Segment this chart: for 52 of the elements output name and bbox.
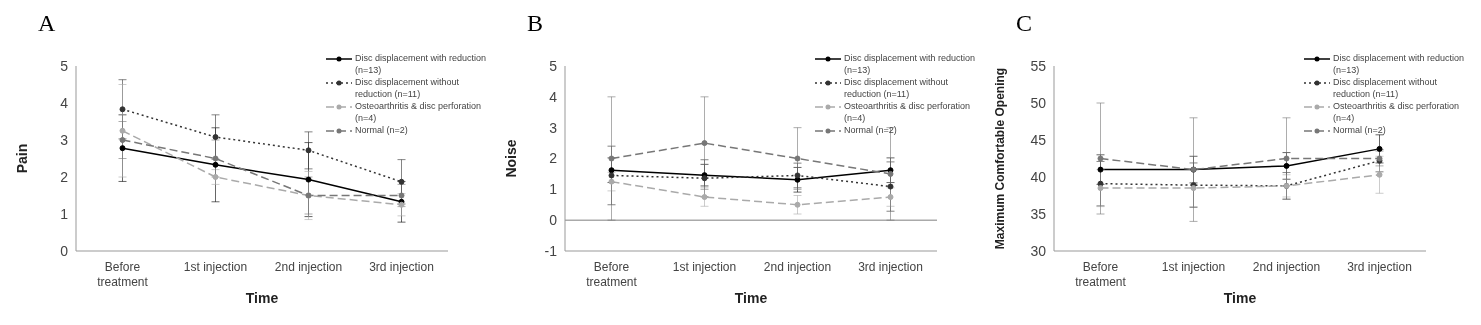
chart-title: A [38,10,56,37]
legend-label: Normal (n=2) [1333,124,1386,136]
y-tick-label: 0 [60,242,69,259]
y-tick-label: -1 [544,242,558,259]
y-tick-label: 0 [549,212,558,229]
y-tick-label: 30 [1030,242,1047,259]
legend-label: Normal (n=2) [355,124,408,136]
y-axis-title: Maximum Comfortable Opening [993,67,1008,250]
x-tick-label: 2nd injection [763,260,832,274]
x-tick-label: 2nd injection [274,260,343,274]
y-tick-label: 1 [60,205,69,222]
legend-label: Disc displacement with reduction (n=13) [1333,52,1466,76]
legend-label: Disc displacement without reduction (n=11) [844,76,950,100]
y-tick-label: 4 [60,94,69,111]
legend-label: Normal (n=2) [844,124,897,136]
chart-title: B [527,10,544,37]
y-axis-title: Pain [13,143,30,174]
x-tick-label: 1st injection [1161,260,1226,274]
y-axis-title: Noise [502,139,519,178]
x-tick-label: 3rd injection [369,260,434,274]
y-tick-label: 5 [549,57,558,74]
x-tick-label: 2nd injection [1252,260,1321,274]
y-tick-label: 55 [1030,57,1047,74]
y-tick-label: 2 [60,168,69,185]
x-tick-label: Before treatment [97,260,149,289]
x-tick-label: 1st injection [183,260,248,274]
y-tick-label: 4 [549,88,558,105]
x-tick-label: 1st injection [672,260,737,274]
y-tick-label: 3 [549,119,558,136]
legend-label: Osteoarthritis & disc perforation (n=4) [1333,100,1461,124]
legend-label: Osteoarthritis & disc perforation (n=4) [844,100,972,124]
y-tick-label: 40 [1030,168,1047,185]
x-axis-title: Time [1223,290,1257,306]
legend-label: Disc displacement without reduction (n=11) [1333,76,1439,100]
legend-label: Osteoarthritis & disc perforation (n=4) [355,100,483,124]
legend-label: Disc displacement with reduction (n=13) [844,52,977,76]
chart-title: C [1016,10,1033,37]
x-tick-label: 3rd injection [858,260,923,274]
y-tick-label: 2 [549,150,558,167]
x-tick-label: Before treatment [586,260,638,289]
legend-label: Disc displacement with reduction (n=13) [355,52,488,76]
x-axis-title: Time [734,290,768,306]
y-tick-label: 1 [549,181,558,198]
y-tick-label: 5 [60,57,69,74]
y-tick-label: 35 [1030,205,1047,222]
x-axis-title: Time [245,290,279,306]
y-tick-label: 50 [1030,94,1047,111]
y-tick-label: 3 [60,131,69,148]
legend-label: Disc displacement without reduction (n=11) [355,76,461,100]
y-tick-label: 45 [1030,131,1047,148]
x-tick-label: 3rd injection [1347,260,1412,274]
x-tick-label: Before treatment [1075,260,1127,289]
